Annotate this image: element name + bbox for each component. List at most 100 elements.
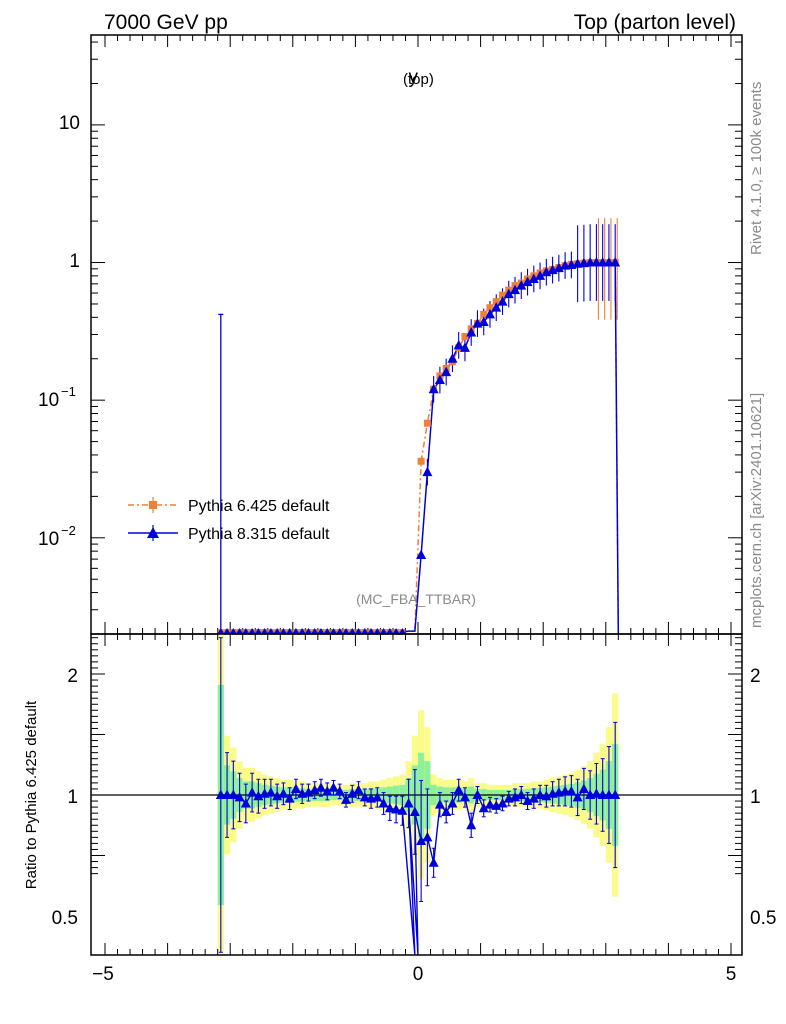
ratio-marker [328, 782, 339, 792]
p8-marker [336, 628, 344, 634]
mcplots-label: mcplots.cern.ch [arXiv:2401.10621] [748, 393, 765, 628]
ratio-marker [290, 783, 301, 793]
p8-line [220, 261, 620, 635]
ratio-marker [535, 789, 546, 799]
ratio-marker [322, 785, 333, 796]
ratio-marker [391, 804, 402, 814]
p8-marker [447, 353, 458, 363]
ratio-series-group [215, 637, 621, 956]
p8-marker [441, 366, 452, 377]
p8-marker [355, 628, 363, 634]
p8-marker [286, 628, 294, 634]
ratio-marker [278, 788, 289, 798]
p8-marker [398, 628, 406, 634]
ratio-marker [347, 788, 358, 798]
ratio-marker [303, 787, 314, 797]
p8-marker [323, 628, 331, 634]
ratio-ytick-label-1-right: 1 [750, 787, 761, 808]
ratio-marker [522, 795, 533, 806]
ratio-marker [434, 799, 445, 809]
p8-marker [367, 628, 375, 634]
p8-marker [484, 308, 495, 319]
p8-marker [591, 257, 602, 267]
ratio-marker [397, 805, 408, 815]
p8-marker [535, 270, 546, 280]
legend-marker-square [149, 501, 157, 509]
p8-marker [279, 628, 287, 634]
ytick-label-0p1-base: 10 [38, 390, 59, 411]
ratio-marker [572, 791, 583, 802]
p8-marker [585, 257, 596, 267]
p8-marker [603, 257, 614, 267]
p8-marker [434, 374, 445, 385]
ratio-marker [215, 789, 226, 799]
ratio-marker [447, 797, 458, 808]
ratio-marker [422, 831, 433, 842]
p8-marker [373, 628, 381, 634]
ratio-marker [234, 791, 245, 802]
p8-marker [261, 628, 269, 634]
ratio-marker [472, 789, 483, 799]
p8-marker [217, 628, 225, 634]
ratio-marker [497, 797, 508, 808]
p8-marker [453, 339, 464, 350]
header-right-title: Top (parton level) [574, 11, 736, 34]
ratio-marker [353, 784, 364, 795]
ratio-marker [409, 806, 420, 816]
ratio-marker [403, 797, 414, 808]
ratio-marker [222, 789, 233, 799]
ratio-plot-panel: Ratio to Pythia 6.425 default 2 1 0.5 2 … [23, 633, 776, 985]
ratio-marker [597, 789, 608, 799]
ytick-label-0p01-exp: −2 [61, 523, 76, 538]
analysis-watermark: (MC_FBA_TTBAR) [356, 591, 476, 607]
xtick-label-minus5: −5 [92, 964, 114, 985]
p8-marker [459, 342, 470, 352]
ratio-marker [441, 806, 452, 816]
ytick-label-1: 1 [69, 251, 80, 272]
legend-label-pythia8: Pythia 8.315 default [188, 526, 330, 543]
ratio-marker [484, 799, 495, 809]
ratio-marker [378, 797, 389, 808]
p8-marker [223, 628, 231, 634]
ratio-marker [610, 789, 621, 799]
p8-marker [317, 628, 325, 634]
ytick-label-0p1-exp: −1 [61, 384, 76, 399]
p8-marker [292, 628, 300, 634]
ratio-marker [315, 782, 326, 792]
ratio-marker [284, 793, 295, 803]
p8-marker [416, 549, 427, 559]
p8-marker [491, 302, 502, 312]
p8-marker [503, 288, 514, 299]
main-series-group [217, 218, 621, 635]
ratio-marker [466, 819, 477, 830]
p8-marker [466, 327, 477, 337]
ratio-marker [265, 787, 276, 797]
p6-marker [486, 304, 494, 312]
p8-marker [329, 628, 337, 634]
ratio-marker [516, 789, 527, 799]
p8-marker [248, 628, 256, 634]
p8-marker [348, 628, 356, 634]
ratio-marker [428, 857, 439, 867]
p8-marker [478, 316, 489, 326]
ratio-marker [384, 802, 395, 813]
main-plot-frame [90, 34, 743, 635]
p8-marker [236, 628, 244, 634]
xtick-label-5: 5 [726, 964, 737, 985]
ratio-marker [247, 787, 258, 797]
ratio-plot-frame [90, 633, 743, 956]
ratio-ytick-label-2-left: 2 [67, 666, 78, 687]
ratio-marker [309, 784, 320, 795]
p8-marker [342, 628, 350, 634]
legend-item-pythia8: Pythia 8.315 default [128, 525, 330, 543]
p6-marker [417, 457, 425, 465]
ratio-marker [578, 783, 589, 793]
p6-marker [423, 419, 431, 427]
plot-title-sub: (top) [403, 71, 434, 88]
ratio-ytick-label-2-right: 2 [750, 666, 761, 687]
ratio-marker [240, 797, 251, 808]
p8-marker [610, 257, 621, 267]
legend: Pythia 6.425 default Pythia 8.315 defaul… [128, 497, 330, 543]
ytick-label-0p01-base: 10 [38, 529, 59, 550]
